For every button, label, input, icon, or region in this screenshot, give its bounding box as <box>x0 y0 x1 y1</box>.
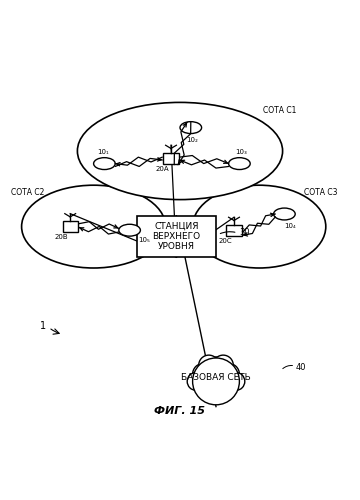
Circle shape <box>202 357 230 384</box>
Ellipse shape <box>274 208 295 220</box>
Circle shape <box>193 364 214 385</box>
Ellipse shape <box>77 102 283 200</box>
Text: 20А: 20А <box>156 166 169 172</box>
Ellipse shape <box>22 185 166 268</box>
Ellipse shape <box>180 122 202 134</box>
FancyBboxPatch shape <box>163 153 179 164</box>
Circle shape <box>193 358 239 405</box>
Text: ФИГ. 15: ФИГ. 15 <box>154 406 206 415</box>
Circle shape <box>213 355 233 376</box>
Text: 10₂: 10₂ <box>187 136 198 142</box>
Text: СОТА С3: СОТА С3 <box>304 188 338 196</box>
Text: 10₄: 10₄ <box>284 223 296 229</box>
Text: 1: 1 <box>40 320 46 330</box>
FancyBboxPatch shape <box>226 225 242 235</box>
Text: 10₃: 10₃ <box>235 148 247 154</box>
Text: 20С: 20С <box>219 238 232 244</box>
Text: 20В: 20В <box>55 234 68 240</box>
Circle shape <box>227 372 245 390</box>
Text: 40: 40 <box>295 362 306 372</box>
FancyBboxPatch shape <box>137 216 216 257</box>
Ellipse shape <box>119 224 140 236</box>
Text: 10₁: 10₁ <box>97 148 108 154</box>
Text: СТАНЦИЯ
ВЕРХНЕГО
УРОВНЯ: СТАНЦИЯ ВЕРХНЕГО УРОВНЯ <box>152 222 201 252</box>
Ellipse shape <box>193 185 326 268</box>
Ellipse shape <box>185 366 247 393</box>
Text: БАЗОВАЯ СЕТЬ: БАЗОВАЯ СЕТЬ <box>181 374 251 382</box>
Circle shape <box>187 372 205 390</box>
Circle shape <box>218 364 239 385</box>
Text: 30: 30 <box>239 228 250 237</box>
Ellipse shape <box>94 158 115 170</box>
FancyBboxPatch shape <box>63 221 78 232</box>
Text: СОТА С2: СОТА С2 <box>11 188 44 196</box>
Circle shape <box>199 355 219 376</box>
Ellipse shape <box>229 158 250 170</box>
Text: СОТА С1: СОТА С1 <box>263 106 296 115</box>
Text: 10₅: 10₅ <box>139 238 150 244</box>
